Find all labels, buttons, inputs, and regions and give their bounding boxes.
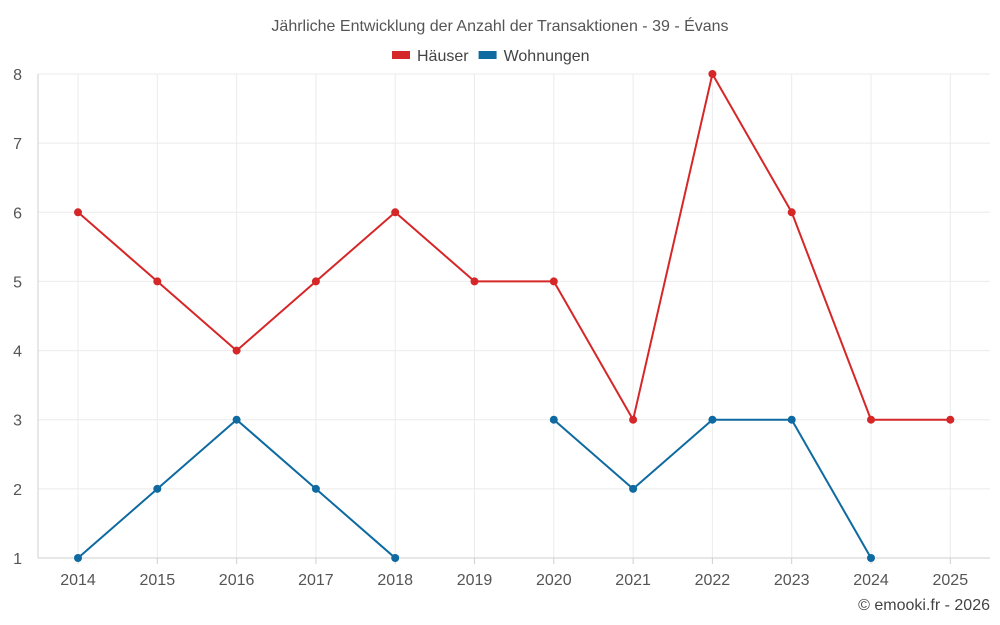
data-point[interactable] [391, 554, 400, 562]
x-axis: 2014 2015 2016 2017 2018 2019 2020 2021 2022 2023… [38, 557, 990, 589]
data-point[interactable] [787, 415, 796, 424]
legend-item[interactable]: Häuser [392, 48, 469, 65]
legend-swatch [478, 51, 497, 59]
data-point[interactable] [629, 484, 638, 493]
data-point[interactable] [470, 277, 479, 286]
y-tick-label: 7 [13, 136, 22, 153]
data-point[interactable] [232, 415, 241, 424]
x-tick-label: 2023 [774, 572, 810, 589]
data-point[interactable] [153, 277, 162, 286]
y-tick-label: 4 [13, 344, 22, 361]
x-tick-label: 2018 [377, 572, 413, 589]
data-point[interactable] [232, 346, 241, 355]
x-tick-label: 2016 [219, 572, 255, 589]
data-point[interactable] [74, 554, 82, 562]
gridlines [38, 73, 990, 559]
data-point[interactable] [946, 415, 955, 424]
x-tick-label: 2015 [140, 572, 176, 589]
data-point[interactable] [629, 415, 638, 424]
data-point[interactable] [787, 208, 796, 217]
y-tick-label: 6 [13, 205, 22, 222]
data-point[interactable] [311, 277, 320, 286]
y-tick-label: 3 [13, 413, 22, 430]
y-tick-label: 2 [13, 482, 22, 499]
x-tick-label: 2021 [615, 572, 651, 589]
data-point[interactable] [867, 415, 875, 424]
x-tick-label: 2017 [298, 572, 334, 589]
legend-label: Häuser [417, 48, 469, 65]
data-point[interactable] [708, 415, 717, 424]
data-point[interactable] [391, 208, 400, 217]
y-tick-label: 5 [13, 274, 22, 291]
x-tick-label: 2014 [60, 572, 96, 589]
x-tick-label: 2022 [695, 572, 731, 589]
data-point[interactable] [549, 415, 558, 424]
data-point[interactable] [867, 554, 875, 562]
copyright-credit: © emooki.fr - 2026 [858, 597, 990, 614]
legend-item[interactable]: Wohnungen [478, 48, 590, 65]
y-tick-label: 8 [13, 67, 22, 84]
data-point[interactable] [74, 208, 82, 217]
data-point[interactable] [153, 484, 162, 493]
y-tick-label: 1 [13, 551, 22, 568]
legend-label: Wohnungen [504, 48, 590, 65]
series-layer [74, 70, 955, 562]
data-point[interactable] [311, 484, 320, 493]
series-wohnungen [74, 415, 875, 562]
legend: Häuser Wohnungen [392, 48, 590, 65]
x-tick-label: 2024 [853, 572, 889, 589]
series-h-user [74, 70, 955, 424]
x-tick-label: 2020 [536, 572, 572, 589]
chart-title: Jährliche Entwicklung der Anzahl der Tra… [271, 16, 728, 35]
legend-swatch [392, 51, 410, 59]
x-tick-label: 2025 [933, 572, 969, 589]
x-tick-label: 2019 [457, 572, 493, 589]
series-line [77, 73, 951, 421]
data-point[interactable] [549, 277, 558, 286]
y-axis: 1 2 3 4 5 6 7 8 [13, 67, 39, 568]
data-point[interactable] [708, 70, 717, 78]
